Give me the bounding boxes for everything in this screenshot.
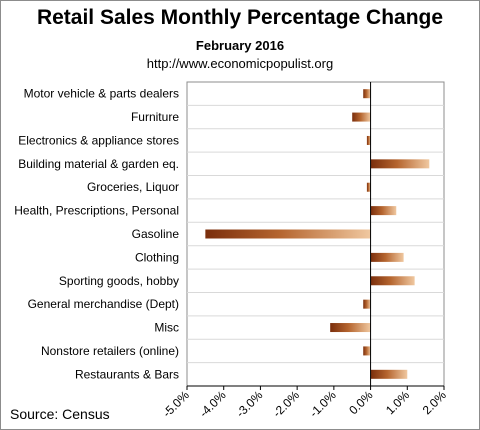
tick-labels: -5.0% -4.0% -3.0% -2.0% -1.0% 0.0% 1.0% 2.0% xyxy=(160,388,449,420)
category-label: Furniture xyxy=(131,110,179,124)
tick-label: -5.0% xyxy=(160,388,192,420)
bar-12 xyxy=(363,346,371,356)
chart-url: http://www.economicpopulist.org xyxy=(146,56,334,71)
bar-10 xyxy=(363,299,371,309)
bar-2 xyxy=(352,112,371,122)
category-label: Groceries, Liquor xyxy=(87,180,179,194)
tick-label: -2.0% xyxy=(270,388,302,420)
category-label: Gasoline xyxy=(132,227,180,241)
bar-5 xyxy=(366,182,371,192)
bar-1 xyxy=(363,89,371,99)
grid-lines xyxy=(186,81,445,387)
chart-subtitle: February 2016 xyxy=(195,38,285,53)
tick-label: -1.0% xyxy=(307,388,339,420)
category-label: Restaurants & Bars xyxy=(75,367,179,381)
bar-7 xyxy=(205,229,371,239)
bars xyxy=(205,89,430,379)
source-note: Source: Census xyxy=(10,406,110,422)
bar-9 xyxy=(370,276,415,286)
category-label: Building material & garden eq. xyxy=(18,157,179,171)
tick-label: 1.0% xyxy=(383,388,412,417)
category-label: Misc xyxy=(154,321,179,335)
category-label: Sporting goods, hobby xyxy=(59,274,179,288)
bar-11 xyxy=(330,323,371,333)
bar-6 xyxy=(370,206,397,216)
tick-label: -3.0% xyxy=(233,388,265,420)
bar-8 xyxy=(370,252,404,262)
category-label: Motor vehicle & parts dealers xyxy=(24,87,179,101)
tick-label: -4.0% xyxy=(197,388,229,420)
category-label: Electronics & appliance stores xyxy=(18,133,179,147)
chart-title: Retail Sales Monthly Percentage Change xyxy=(36,6,444,29)
axes xyxy=(186,82,445,390)
category-label: General merchandise (Dept) xyxy=(28,297,179,311)
bar-3 xyxy=(366,135,371,145)
tick-label: 2.0% xyxy=(420,388,449,417)
category-label: Nonstore retailers (online) xyxy=(41,344,179,358)
bar-13 xyxy=(370,369,408,379)
bar-4 xyxy=(370,159,430,169)
tick-label: 0.0% xyxy=(346,388,375,417)
category-label: Health, Prescriptions, Personal xyxy=(14,204,179,218)
category-labels: Motor vehicle & parts dealers Furniture El… xyxy=(14,87,179,382)
category-label: Clothing xyxy=(135,250,179,264)
